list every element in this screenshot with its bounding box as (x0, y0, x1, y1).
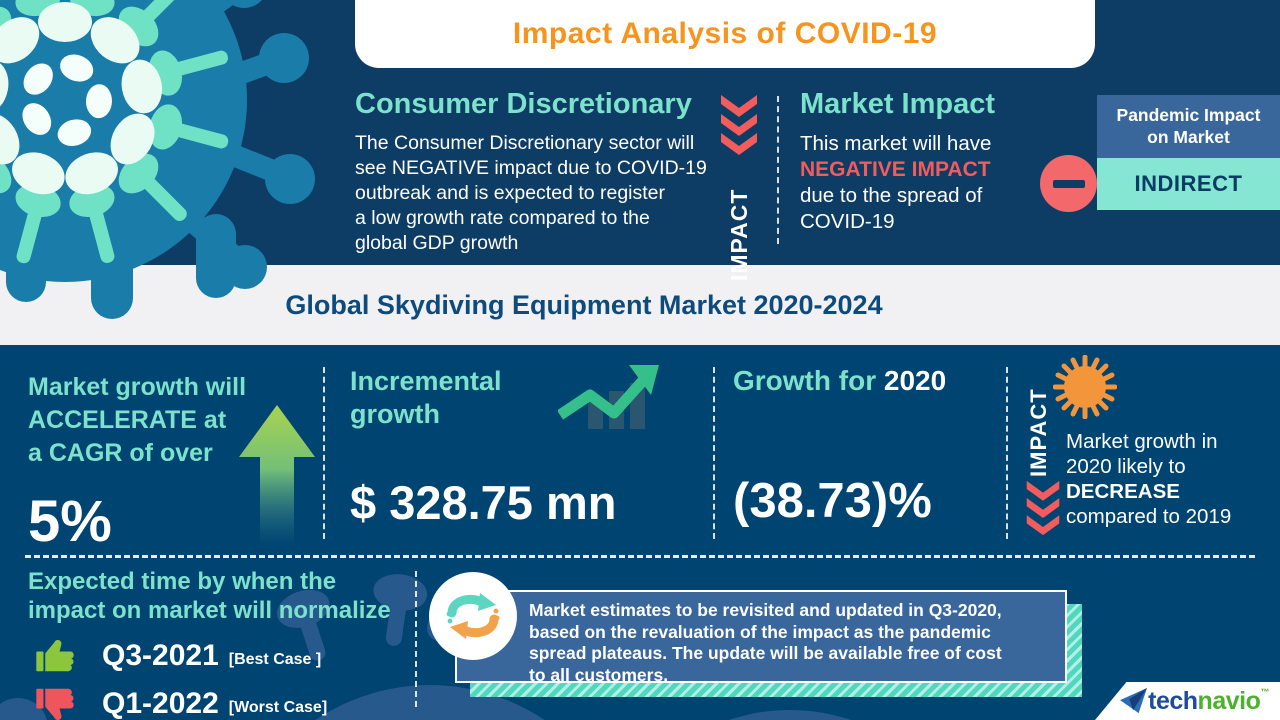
chevron-down-icon (721, 95, 757, 155)
market-impact-body: This market will have NEGATIVE IMPACT du… (800, 131, 1052, 235)
best-case-label: [Best Case ] (228, 651, 322, 668)
divider-dashed-vertical (323, 367, 325, 539)
decrease-text: DECREASE (1066, 480, 1180, 503)
banner-title: Impact Analysis of COVID-19 (512, 17, 938, 50)
no-entry-icon (1040, 155, 1097, 212)
divider-dashed-vertical (1006, 367, 1008, 539)
thumbs-down-icon (36, 688, 74, 720)
divider-dashed-vertical (777, 96, 779, 244)
negative-impact-text: NEGATIVE IMPACT (800, 158, 991, 181)
stats-section: Market growth will ACCELERATE at a CAGR … (0, 345, 1280, 720)
worst-case-quarter: Q1-2022 (102, 687, 219, 720)
market-impact-section: Market Impact This market will have NEGA… (800, 88, 1052, 235)
technavio-logo: technavio™ (1095, 682, 1280, 720)
worst-case-row: Q1-2022 [Worst Case] (28, 687, 391, 720)
pandemic-box-header: Pandemic Impact on Market (1097, 95, 1280, 158)
market-impact-heading: Market Impact (800, 88, 996, 120)
growth-2020-heading: Growth for 2020 (733, 365, 947, 396)
update-note-box: Market estimates to be revisited and upd… (455, 590, 1067, 685)
divider-dashed-horizontal (25, 555, 1255, 558)
incremental-growth-value: $ 328.75 mn (350, 476, 617, 529)
logo-text: technavio™ (1148, 686, 1269, 715)
cagr-stat: Market growth will ACCELERATE at a CAGR … (28, 373, 247, 554)
consumer-body: The Consumer Discretionary sector will s… (355, 132, 707, 254)
minus-bar (1052, 179, 1085, 188)
consumer-discretionary-section: Consumer Discretionary The Consumer Disc… (355, 88, 723, 256)
consumer-impact-indicator: IMPACT (716, 94, 762, 281)
worst-case-label: [Worst Case] (228, 699, 328, 716)
virus-illustration (0, 0, 315, 319)
top-banner: Impact Analysis of COVID-19 (355, 0, 1095, 68)
consumer-heading: Consumer Discretionary (355, 88, 692, 120)
best-case-quarter: Q3-2021 (102, 639, 219, 672)
chevron-down-icon (1026, 480, 1060, 536)
cagr-value: 5% (28, 489, 112, 554)
divider-dashed-vertical (415, 571, 417, 707)
technavio-plane-icon (1120, 688, 1148, 714)
market-title: Global Skydiving Equipment Market 2020-2… (285, 290, 883, 320)
impact-vertical-label: IMPACT (725, 188, 752, 281)
incremental-growth-stat: Incremental growth (350, 366, 502, 429)
divider-dashed-vertical (713, 367, 715, 539)
normalize-section: Expected time by when the impact on mark… (28, 568, 391, 720)
virus-orange-icon (1053, 355, 1117, 419)
growth-2020-value: (38.73)% (733, 474, 932, 528)
pandemic-impact-box: Pandemic Impact on Market INDIRECT (1097, 95, 1280, 210)
refresh-icon (429, 572, 517, 660)
impact-2020-text: Market growth in 2020 likely to DECREASE… (1066, 430, 1232, 528)
thumbs-up-icon (36, 639, 74, 672)
impact-vertical-label: IMPACT (1026, 388, 1051, 477)
best-case-row: Q3-2021 [Best Case ] (28, 639, 391, 673)
growth-up-arrow-icon (239, 405, 315, 547)
refresh-arrows (446, 593, 500, 639)
pandemic-impact-value: INDIRECT (1097, 158, 1280, 210)
trend-up-icon (558, 365, 659, 429)
